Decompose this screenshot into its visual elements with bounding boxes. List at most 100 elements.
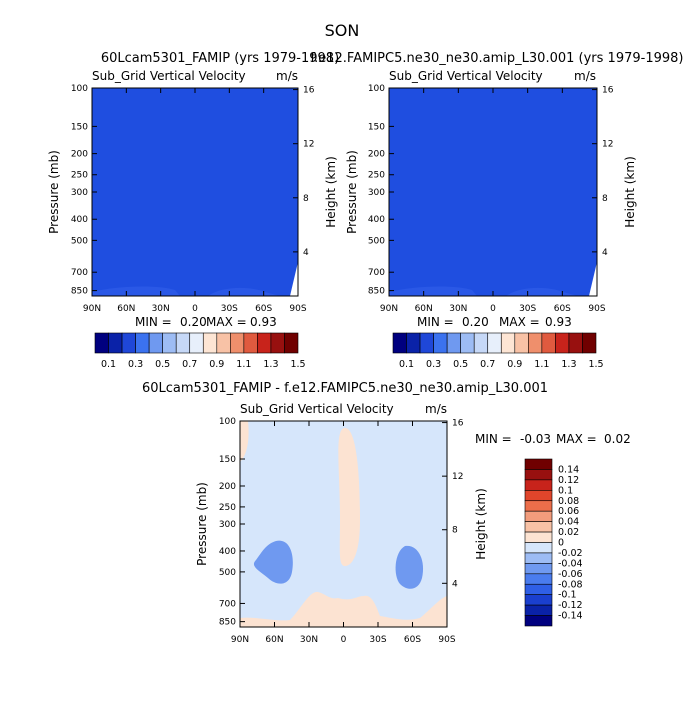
colorbar-swatch [433,332,448,354]
panel-top-left-white-corner [290,262,298,296]
y-tick-label-pressure: 200 [71,150,88,160]
colorbar-label: 1.5 [290,359,305,370]
panel-top-right-min-value: 0.20 [462,315,489,329]
panel-top-left-units: m/s [276,69,298,83]
x-tick-label: 30S [519,304,536,314]
colorbar-label: 0.9 [507,359,522,370]
colorbar-swatch [148,332,163,354]
colorbar-swatch [524,615,553,627]
colorbar-label: 0.12 [558,475,579,486]
colorbar-swatch [202,332,218,354]
y-tick-label-pressure: 200 [219,482,236,492]
panel-top-right: f.e12.FAMIPC5.ne30_ne30.amip_L30.001 (yr… [311,51,684,370]
panel-top-left-surface-bump [92,286,280,296]
colorbar-label: 0 [558,538,564,549]
x-tick-label: 60S [404,635,421,645]
y-tick-label-pressure: 400 [219,547,236,557]
panel-bottom-variable: Sub_Grid Vertical Velocity [240,402,394,416]
colorbar-label: 0.04 [558,517,579,528]
x-tick-label: 60S [255,304,272,314]
colorbar-swatch [555,332,570,354]
colorbar-swatch [524,542,553,554]
x-tick-label: 60N [117,304,135,314]
colorbar-swatch [541,332,556,354]
y-tick-label-height: 16 [602,86,614,96]
colorbar-swatch [524,458,553,470]
colorbar-swatch [528,332,543,354]
colorbar-label: 0.14 [558,464,579,475]
colorbar-swatch [189,332,204,354]
panel-bottom-positive-region-equator [338,428,360,566]
colorbar-swatch [108,332,123,354]
colorbar-swatch [524,490,553,502]
panel-top-right-ylabel-right: Height (km) [623,156,637,227]
x-tick-label: 60S [554,304,571,314]
colorbar-swatch [243,332,258,354]
y-tick-label-height: 8 [452,526,458,536]
panel-top-left-field [92,88,298,296]
colorbar-swatch [524,479,553,491]
x-tick-label: 0 [341,635,347,645]
colorbar-swatch [524,563,553,575]
panel-bottom: 60Lcam5301_FAMIP - f.e12.FAMIPC5.ne30_ne… [142,381,631,645]
colorbar-label: 0.9 [209,359,224,370]
colorbar-swatch [419,332,434,354]
colorbar-swatch [175,332,191,354]
colorbar-swatch [524,521,553,533]
panel-top-left-colorbar: 0.1 0.3 0.5 0.7 0.9 1.1 1.3 1.5 [94,332,306,370]
colorbar-label: 0.5 [155,359,170,370]
colorbar-label: -0.06 [558,569,583,580]
colorbar-swatch [473,332,489,354]
panel-top-right-title: f.e12.FAMIPC5.ne30_ne30.amip_L30.001 (yr… [311,51,684,66]
colorbar-swatch [524,552,553,564]
colorbar-swatch [524,573,553,585]
colorbar-swatch [524,469,553,481]
y-tick-label-pressure: 150 [368,122,385,132]
colorbar-label: 0.3 [128,359,143,370]
y-tick-label-pressure: 300 [368,188,385,198]
x-tick-label: 60N [415,304,433,314]
y-tick-label-height: 16 [452,419,464,429]
y-tick-label-height: 8 [602,194,608,204]
panel-bottom-title: 60Lcam5301_FAMIP - f.e12.FAMIPC5.ne30_ne… [142,381,548,396]
panel-bottom-units: m/s [425,402,447,416]
panel-top-right-max-label: MAX = [499,315,540,329]
y-tick-label-height: 4 [303,248,309,258]
panel-bottom-positive-region-left-edge [240,421,249,462]
panel-top-left-title: 60Lcam5301_FAMIP (yrs 1979-1998) [101,51,339,66]
y-tick-label-pressure: 500 [71,236,88,246]
colorbar-swatch [500,332,516,354]
y-tick-label-pressure: 250 [71,171,88,181]
panel-top-left-ticks: 90N 60N 30N 0 30S 60S 90S 100 150 200 250 300 400 500… [71,84,315,314]
x-tick-label: 90S [438,635,455,645]
colorbar-label: 1.3 [561,359,576,370]
x-tick-label: 30N [152,304,170,314]
colorbar-swatch [582,332,597,354]
panel-bottom-max-label: MAX = [556,432,597,446]
colorbar-swatch [230,332,245,354]
panel-top-left: 60Lcam5301_FAMIP (yrs 1979-1998) Sub_Gri… [47,51,339,370]
x-tick-label: 30N [449,304,467,314]
colorbar-label: 1.3 [263,359,278,370]
y-tick-label-pressure: 500 [219,568,236,578]
panel-top-left-min-label: MIN = [135,315,172,329]
panel-top-right-surface-bump [389,286,578,296]
y-tick-label-height: 4 [452,579,458,589]
y-tick-label-pressure: 400 [368,215,385,225]
x-tick-label: 90N [380,304,398,314]
panel-bottom-ylabel-right: Height (km) [474,488,488,559]
y-tick-label-pressure: 850 [71,287,88,297]
y-tick-label-height: 8 [303,194,309,204]
panel-bottom-negative-region-right [395,545,424,589]
y-tick-label-pressure: 850 [219,618,236,628]
panel-top-right-units: m/s [574,69,596,83]
y-tick-label-pressure: 700 [219,599,236,609]
y-tick-label-pressure: 250 [219,503,236,513]
x-tick-label: 30S [221,304,238,314]
panel-bottom-min-label: MIN = [475,432,512,446]
y-tick-label-pressure: 200 [368,150,385,160]
colorbar-swatch [216,332,231,354]
y-tick-label-pressure: 150 [219,455,236,465]
colorbar-swatch [524,604,553,616]
